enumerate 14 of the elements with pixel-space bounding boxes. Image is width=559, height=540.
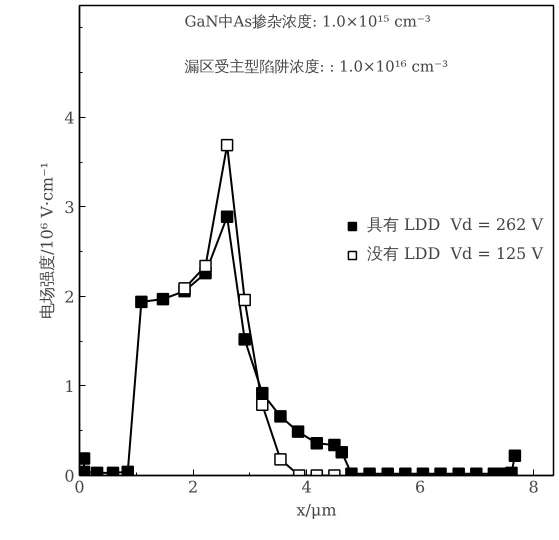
- annotation: GaN中As掺杂浓度: 1.0×10¹⁵ cm⁻³: [184, 12, 431, 30]
- x-tick-label: 4: [301, 478, 312, 496]
- y-tick-label: 1: [64, 376, 75, 396]
- legend-label: 没有 LDD Vd = 125 V: [366, 244, 543, 265]
- x-axis-title: x/μm: [296, 500, 336, 520]
- x-tick-label: 8: [528, 478, 539, 496]
- y-tick-label: 2: [64, 287, 75, 306]
- x-tick-label: 2: [188, 478, 198, 496]
- legend-label: 具有 LDD Vd = 262 V: [366, 215, 543, 236]
- y-tick-label: 4: [64, 108, 75, 128]
- y-axis-title: 电场强度/10⁶ V·cm⁻¹: [37, 162, 56, 319]
- y-tick-label: 3: [64, 198, 75, 217]
- annotation: 漏区受主型陷阱浓度: : 1.0×10¹⁶ cm⁻³: [184, 58, 448, 76]
- x-tick-label: 6: [415, 478, 426, 496]
